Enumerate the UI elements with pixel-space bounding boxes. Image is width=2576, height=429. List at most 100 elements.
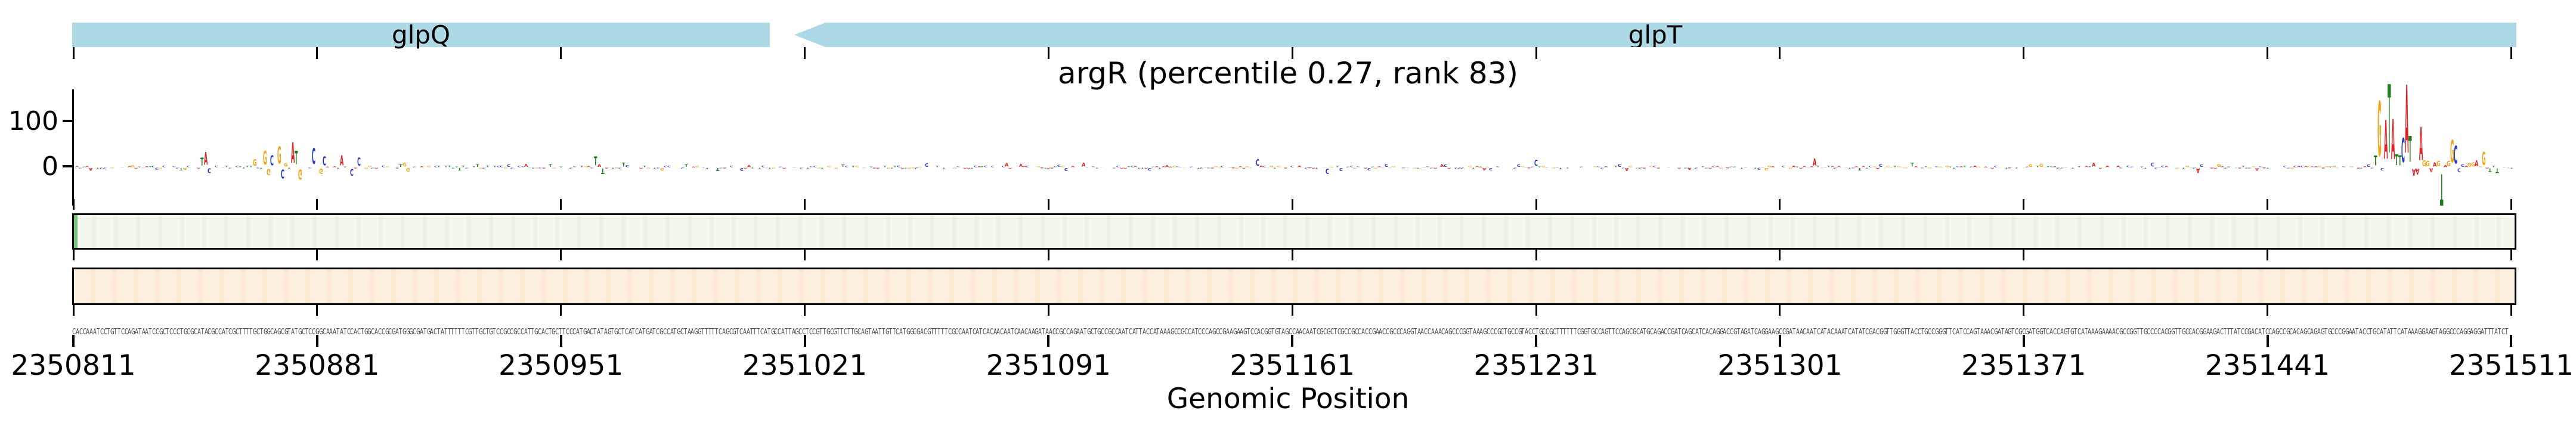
sequence-base: G (1518, 327, 1522, 337)
logo-letter-T: T (893, 165, 897, 168)
sequence-base: C (2147, 327, 2151, 337)
sequence-base: G (2171, 327, 2175, 337)
sequence-base: A (1069, 327, 1073, 337)
logo-letter-C: C (1026, 166, 1030, 168)
sequence-base: C (1990, 327, 1995, 337)
sequence-base: A (1048, 327, 1052, 337)
sequence-base: C (1629, 327, 1633, 337)
sequence-base: G (2286, 327, 2290, 337)
sequence-base: T (847, 327, 850, 337)
sequence-base: T (823, 327, 826, 337)
x-tick-label-4: 2351091 (986, 349, 1111, 382)
sequence-base: C (618, 327, 622, 337)
logo-letter-C: C (2025, 166, 2029, 168)
sequence-base: T (451, 327, 454, 337)
logo-letter-C: C (1879, 163, 1883, 168)
sequence-base: C (1114, 327, 1119, 337)
sequence-base: A (1970, 327, 1974, 337)
sequence-base: C (2122, 327, 2126, 337)
sequence-base: A (1695, 327, 1699, 337)
sequence-base: G (1935, 327, 1939, 337)
sequence-base: G (267, 327, 271, 337)
sequence-base: C (1111, 327, 1115, 337)
logo-letter-G: G (2481, 148, 2486, 169)
sequence-base: T (2404, 327, 2407, 337)
logo-letter-C: C (151, 165, 156, 168)
logo-letter-A: A (1377, 166, 1382, 168)
logo-panel-tick-7 (1779, 199, 1781, 210)
sequence-base: T (2175, 327, 2178, 337)
sequence-base: G (1896, 327, 1901, 337)
sequence-base: G (770, 327, 775, 337)
marker-track-tick-9 (2267, 250, 2269, 260)
logo-letter-A: A (2363, 166, 2367, 168)
logo-letter-T: T (1826, 166, 1831, 168)
logo-letter-T: T (200, 155, 204, 169)
sequence-base: C (1063, 327, 1067, 337)
logo-letter-T: T (685, 163, 688, 168)
logo-letter-T: T (852, 165, 855, 168)
logo-letter-T: T (2088, 166, 2092, 168)
sequence-base: A (586, 327, 590, 337)
x-tick-label-5: 2351161 (1230, 349, 1355, 382)
logo-letter-C: C (729, 166, 733, 168)
logo-letter-A: A (291, 136, 295, 170)
sequence-base: A (2348, 327, 2352, 337)
logo-letter-A: A (1081, 161, 1086, 168)
sequence-base: G (1775, 327, 1779, 337)
sequence-base: C (624, 327, 628, 337)
sequence-base: G (2418, 327, 2422, 337)
sequence-base: C (1865, 327, 1869, 337)
sequence-base: T (447, 327, 451, 337)
sequence-base: C (2449, 327, 2453, 337)
logo-letter-A: A (1022, 165, 1026, 168)
sequence-base: C (1184, 327, 1188, 337)
sequence-base: C (1702, 327, 1706, 337)
sequence-base: G (607, 327, 612, 337)
sequence-base: T (1312, 327, 1316, 337)
sequence-base: T (2067, 327, 2070, 337)
sequence-base: C (1875, 327, 1880, 337)
sequence-base: C (802, 327, 806, 337)
logo-letter-C: C (1426, 166, 1431, 168)
sequence-base: G (318, 327, 323, 337)
sequence-base: A (2209, 327, 2213, 337)
sequence-base: C (2338, 327, 2342, 337)
logo-letter-G: G (1213, 166, 1218, 168)
sequence-base: C (983, 327, 987, 337)
sequence-base: T (2504, 327, 2508, 337)
sequence-base: A (2310, 327, 2314, 337)
sequence-base: C (2265, 327, 2269, 337)
logo-letter-A: A (1071, 166, 1075, 168)
sequence-base: C (152, 327, 156, 337)
sequence-base: C (1128, 327, 1132, 337)
logo-letter-C: C (1384, 163, 1388, 168)
sequence-base: G (677, 327, 681, 337)
sequence-base: A (2272, 327, 2276, 337)
sequence-base: T (559, 327, 562, 337)
sequence-base: G (1761, 327, 1766, 337)
sequence-base: C (1014, 327, 1018, 337)
sequence-base: C (1368, 327, 1372, 337)
sequence-base: T (1566, 327, 1570, 337)
sequence-base: T (2011, 327, 2015, 337)
sequence-base: G (232, 327, 236, 337)
sequence-base: G (479, 327, 483, 337)
logo-letter-G: G (252, 157, 257, 169)
sequence-base: C (760, 327, 764, 337)
sequence-base: T (1677, 327, 1681, 337)
sequence-base: A (791, 327, 795, 337)
sequence-base: C (1424, 327, 1428, 337)
sequence-base: G (2199, 327, 2203, 337)
sequence-base: C (1917, 327, 1921, 337)
sequence-base: C (1542, 327, 1546, 337)
sequence-base: T (600, 327, 604, 337)
x-axis-tick-0 (72, 335, 75, 347)
sequence-base: C (1618, 327, 1623, 337)
sequence-base: A (2095, 327, 2098, 337)
logo-letter-T: T (841, 164, 845, 168)
sequence-base: A (1375, 327, 1379, 337)
sequence-base: T (259, 327, 264, 337)
sequence-base: T (437, 327, 441, 337)
